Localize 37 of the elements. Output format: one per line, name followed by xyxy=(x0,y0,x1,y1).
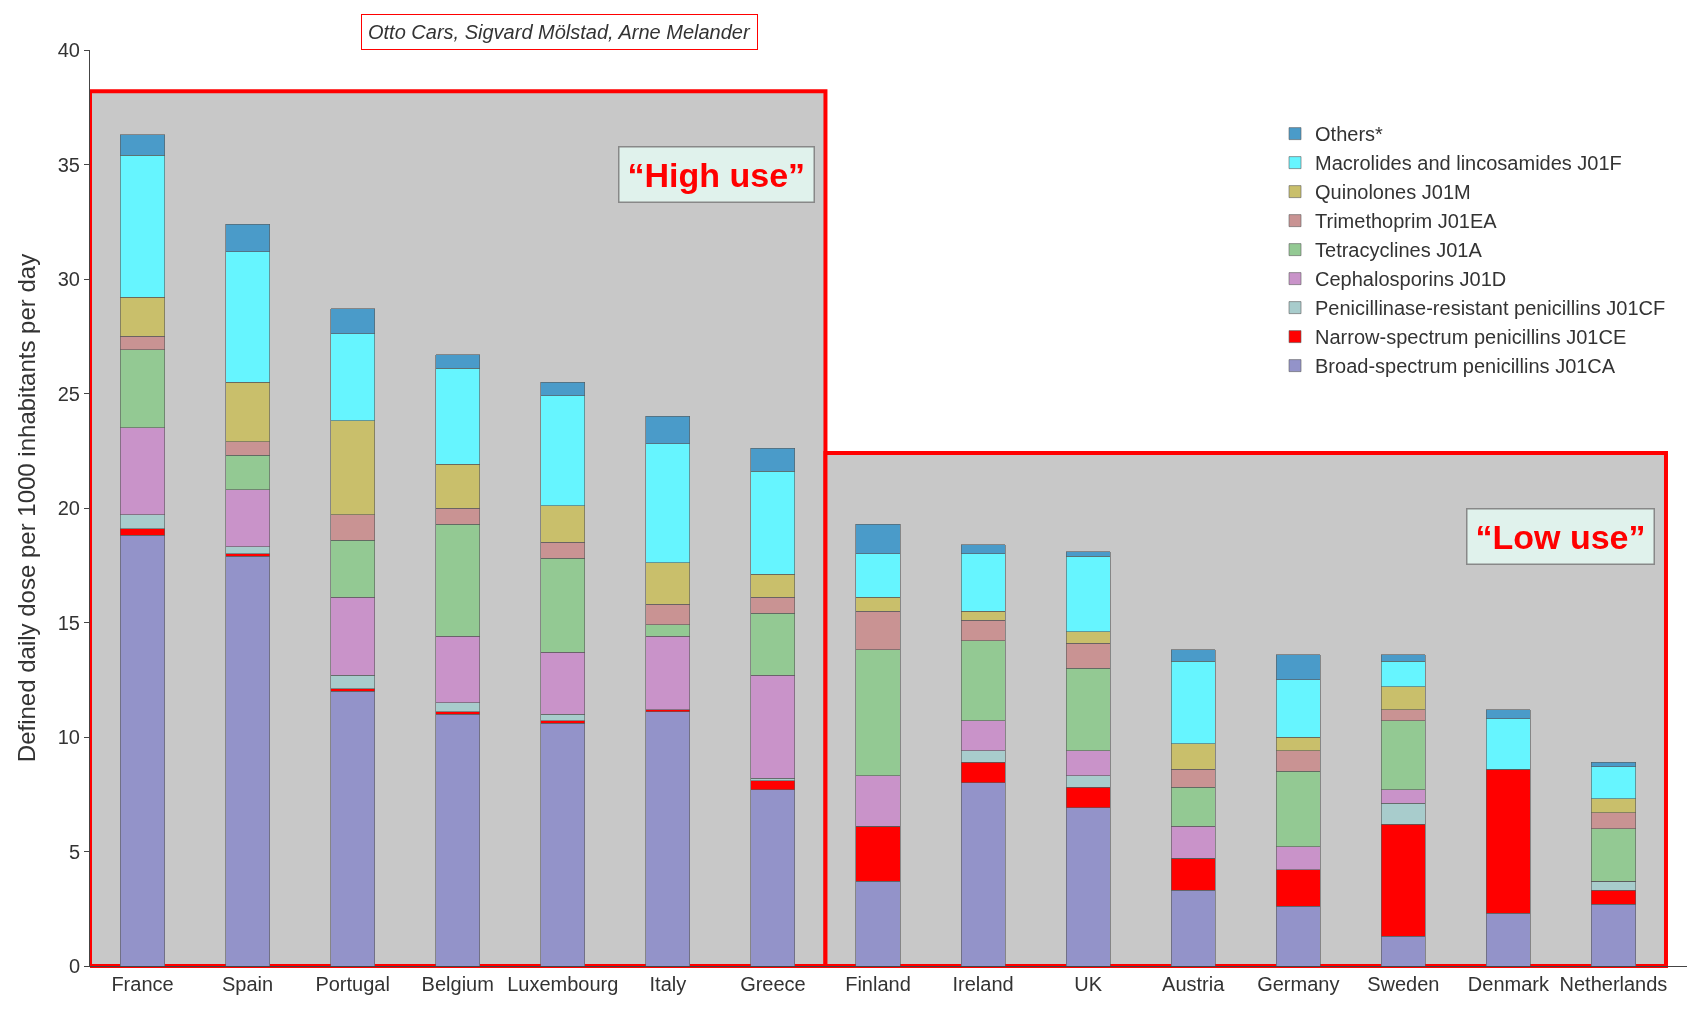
legend-label: Quinolones J01M xyxy=(1315,181,1471,204)
x-tick-label: Netherlands xyxy=(1559,973,1668,995)
legend-label: Macrolides and lincosamides J01F xyxy=(1315,152,1622,175)
x-tick-label: Austria xyxy=(1162,973,1226,995)
x-tick-label: Luxembourg xyxy=(507,973,619,995)
y-tick-label: 35 xyxy=(57,153,80,176)
x-tick-label: Ireland xyxy=(952,973,1014,995)
text: Otto Cars, Sigvard Mölstad, Arne Melander xyxy=(368,21,751,43)
x-tick-label: Greece xyxy=(740,973,806,995)
y-tick-label: 10 xyxy=(57,726,80,748)
legend-label: Others* xyxy=(1315,123,1384,146)
legend-label: Penicillinase-resistant penicillins J01CF xyxy=(1315,297,1666,320)
x-tick-label: Germany xyxy=(1257,973,1340,995)
y-tick-label: 25 xyxy=(57,382,80,405)
band-label: “High use” xyxy=(627,155,806,194)
legend-label: Narrow-spectrum penicillins J01CE xyxy=(1315,326,1627,349)
band-label: “Low use” xyxy=(1475,517,1646,556)
x-tick-label: France xyxy=(111,973,174,995)
y-axis-title: Defined daily dose per 1000 inhabitants per day xyxy=(12,253,40,763)
y-tick-label: 40 xyxy=(57,39,80,61)
legend-label: Broad-spectrum penicillins J01CA xyxy=(1315,355,1616,378)
x-tick-label: UK xyxy=(1074,973,1103,995)
legend-label: Trimethoprim J01EA xyxy=(1315,210,1498,233)
x-tick-label: Denmark xyxy=(1467,973,1550,995)
x-tick-label: Sweden xyxy=(1367,973,1440,995)
x-tick-label: Belgium xyxy=(421,973,494,995)
y-tick-label: 20 xyxy=(57,497,80,519)
x-tick-label: Portugal xyxy=(315,973,390,995)
x-tick-label: Spain xyxy=(222,973,274,995)
y-tick-label: 15 xyxy=(57,611,80,634)
y-tick-label: 30 xyxy=(57,268,80,290)
y-tick-label: 5 xyxy=(68,840,80,863)
x-tick-label: Italy xyxy=(649,973,687,995)
legend-label: Tetracyclines J01A xyxy=(1315,239,1483,262)
x-tick-label: Finland xyxy=(845,973,911,995)
legend-label: Cephalosporins J01D xyxy=(1315,268,1507,291)
y-tick-label: 0 xyxy=(68,955,80,977)
